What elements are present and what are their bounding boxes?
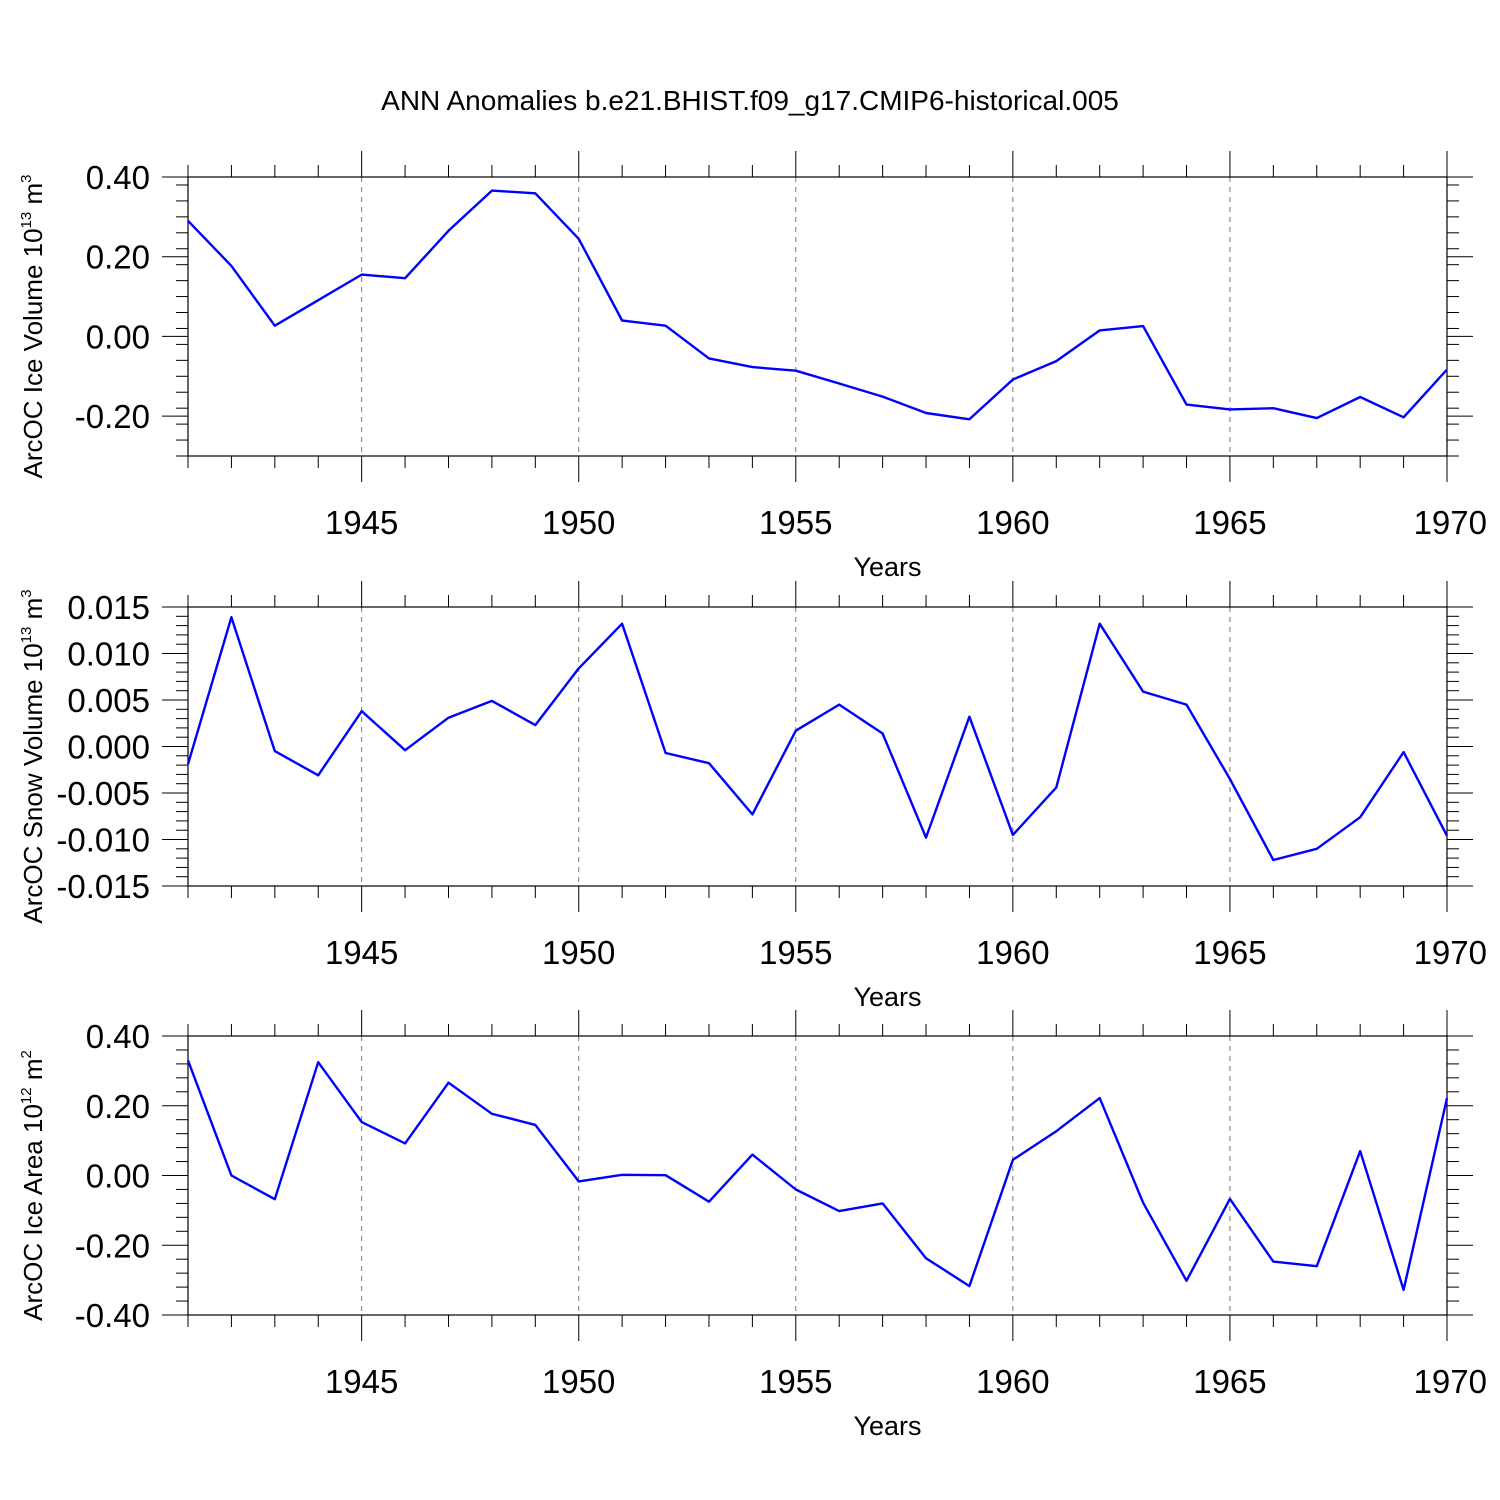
x-tick-label: 1970 [1414,934,1487,971]
x-tick-label: 1960 [976,504,1049,541]
x-tick-label: 1945 [325,1363,398,1400]
y-tick-label: 0.00 [86,1158,150,1195]
x-tick-label: 1950 [542,504,615,541]
x-tick-label: 1945 [325,934,398,971]
plots: -0.20 0.00 0.20 0.40 1945 1950 1955 1960 1965 197… [18,151,1487,1441]
y-tick-label: -0.40 [75,1297,150,1334]
plot-frame [187,176,1448,457]
x-tick-label: 1965 [1193,1363,1266,1400]
series-line [187,189,1448,421]
y-tick-label: -0.005 [56,775,150,812]
series-line [186,616,1449,862]
x-tick-label: 1965 [1193,934,1266,971]
x-tick-label: 1955 [759,1363,832,1400]
y-tick-label: 0.00 [86,318,150,355]
plot-panel-3: -0.40 -0.20 0.00 0.20 0.40 1945 1950 1955 1960 19… [18,1010,1487,1441]
x-tick-label: 1965 [1193,504,1266,541]
y-tick-label: -0.20 [75,1227,150,1264]
y-tick-label: 0.20 [86,1088,150,1125]
y-tick-label: 0.015 [67,589,150,626]
y-axis-label: ArcOC Ice Volume 1013 m3 [18,175,48,479]
x-tick-label: 1955 [759,504,832,541]
y-tick-label: 0.005 [67,682,150,719]
x-tick-label: 1950 [542,1363,615,1400]
x-tick-label: 1970 [1414,504,1487,541]
x-tick-label: 1960 [976,934,1049,971]
x-tick-label: 1970 [1414,1363,1487,1400]
x-tick-label: 1955 [759,934,832,971]
x-axis-label: Years [853,982,921,1012]
y-axis-label: ArcOC Ice Area 1012 m2 [18,1050,48,1321]
y-tick-label: -0.20 [75,398,150,435]
y-tick-label: -0.015 [56,868,150,905]
y-tick-label: 0.010 [67,636,150,673]
plot-panel-2: -0.015 -0.010 -0.005 0.000 0.005 0.010 0.015 19… [18,581,1487,1012]
x-tick-label: 1945 [325,504,398,541]
x-tick-label: 1950 [542,934,615,971]
y-tick-label: 0.40 [86,1018,150,1055]
y-axis-label: ArcOC Snow Volume 1013 m3 [18,589,48,923]
series-line [186,1059,1449,1292]
plot-frame [187,1035,1448,1316]
y-tick-label: -0.010 [56,822,150,859]
plot-frame [187,606,1448,887]
y-tick-label: 0.20 [86,239,150,276]
x-axis-label: Years [853,1411,921,1441]
x-tick-label: 1960 [976,1363,1049,1400]
plot-panel-1: -0.20 0.00 0.20 0.40 1945 1950 1955 1960 1965 197… [18,151,1487,582]
y-tick-label: 0.40 [86,159,150,196]
y-tick-label: 0.000 [67,729,150,766]
figure-title: ANN Anomalies b.e21.BHIST.f09_g17.CMIP6-… [381,85,1119,116]
x-axis-label: Years [853,552,921,582]
